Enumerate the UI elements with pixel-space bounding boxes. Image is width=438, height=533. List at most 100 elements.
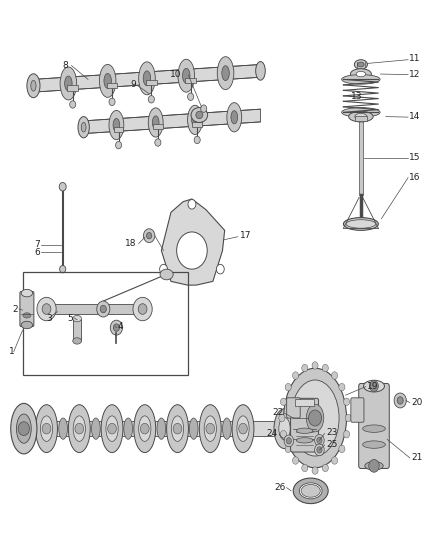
FancyBboxPatch shape <box>351 398 364 422</box>
Text: 22: 22 <box>272 408 284 417</box>
Ellipse shape <box>189 418 198 439</box>
Circle shape <box>280 431 286 438</box>
Circle shape <box>285 383 291 391</box>
Ellipse shape <box>357 62 364 67</box>
Circle shape <box>155 139 161 146</box>
Ellipse shape <box>134 405 155 453</box>
Ellipse shape <box>192 114 198 126</box>
Ellipse shape <box>231 111 238 124</box>
Ellipse shape <box>160 269 173 280</box>
Ellipse shape <box>346 220 376 228</box>
Circle shape <box>138 304 147 314</box>
FancyBboxPatch shape <box>67 85 78 91</box>
Circle shape <box>60 265 66 273</box>
Ellipse shape <box>354 60 367 69</box>
Circle shape <box>108 423 117 434</box>
Circle shape <box>370 381 378 391</box>
Ellipse shape <box>199 405 221 453</box>
Ellipse shape <box>187 105 202 134</box>
Ellipse shape <box>223 418 231 439</box>
Ellipse shape <box>106 416 118 441</box>
Circle shape <box>332 372 338 379</box>
Circle shape <box>279 414 285 422</box>
FancyBboxPatch shape <box>153 124 162 129</box>
Ellipse shape <box>356 71 366 77</box>
Ellipse shape <box>171 416 184 441</box>
Ellipse shape <box>299 483 322 499</box>
Circle shape <box>293 457 299 464</box>
FancyBboxPatch shape <box>359 383 389 469</box>
Text: 24: 24 <box>267 430 278 439</box>
Ellipse shape <box>40 416 53 441</box>
Circle shape <box>302 365 308 372</box>
Text: 2: 2 <box>13 304 18 313</box>
Circle shape <box>147 232 152 239</box>
Circle shape <box>109 98 115 106</box>
Text: 18: 18 <box>125 239 137 248</box>
Ellipse shape <box>296 428 313 433</box>
Ellipse shape <box>99 64 116 98</box>
Circle shape <box>148 95 154 103</box>
Ellipse shape <box>166 405 188 453</box>
Circle shape <box>116 141 122 149</box>
Circle shape <box>187 93 194 100</box>
Circle shape <box>100 305 106 313</box>
Circle shape <box>216 264 224 274</box>
Circle shape <box>285 445 291 453</box>
Ellipse shape <box>343 217 378 230</box>
Ellipse shape <box>284 368 346 468</box>
Ellipse shape <box>350 69 371 79</box>
Text: 7: 7 <box>34 240 40 249</box>
Text: 14: 14 <box>410 112 421 121</box>
Ellipse shape <box>291 380 339 456</box>
Circle shape <box>239 423 247 434</box>
Circle shape <box>317 447 322 453</box>
Circle shape <box>280 398 286 406</box>
Ellipse shape <box>349 111 373 122</box>
FancyBboxPatch shape <box>355 116 367 122</box>
Polygon shape <box>16 421 289 436</box>
Circle shape <box>177 232 207 269</box>
FancyBboxPatch shape <box>146 80 156 85</box>
FancyBboxPatch shape <box>192 122 202 127</box>
Circle shape <box>70 101 76 108</box>
Ellipse shape <box>364 380 385 392</box>
Circle shape <box>42 423 51 434</box>
Ellipse shape <box>139 416 151 441</box>
Ellipse shape <box>342 108 380 117</box>
Ellipse shape <box>81 123 86 132</box>
Circle shape <box>144 229 155 243</box>
Circle shape <box>293 372 299 379</box>
Circle shape <box>369 459 379 472</box>
Circle shape <box>110 320 123 335</box>
Ellipse shape <box>73 338 81 344</box>
Circle shape <box>201 105 207 112</box>
Circle shape <box>173 423 182 434</box>
Ellipse shape <box>342 75 380 84</box>
Ellipse shape <box>296 438 313 443</box>
Ellipse shape <box>65 76 72 91</box>
Circle shape <box>113 324 120 332</box>
Ellipse shape <box>27 74 40 98</box>
Circle shape <box>343 398 350 406</box>
Text: 6: 6 <box>34 248 40 257</box>
Ellipse shape <box>157 418 166 439</box>
Ellipse shape <box>16 414 31 443</box>
Circle shape <box>343 431 350 438</box>
Ellipse shape <box>113 118 120 132</box>
Ellipse shape <box>274 409 295 449</box>
Circle shape <box>312 362 318 369</box>
Ellipse shape <box>21 321 32 329</box>
FancyBboxPatch shape <box>73 319 81 341</box>
Circle shape <box>159 264 167 274</box>
Ellipse shape <box>183 68 190 83</box>
Circle shape <box>345 414 351 422</box>
Circle shape <box>322 464 328 472</box>
Ellipse shape <box>363 425 385 432</box>
Text: 17: 17 <box>240 231 251 240</box>
Ellipse shape <box>78 117 89 138</box>
Ellipse shape <box>232 405 254 453</box>
FancyBboxPatch shape <box>295 399 314 406</box>
Text: 26: 26 <box>274 482 286 491</box>
Ellipse shape <box>306 404 324 432</box>
